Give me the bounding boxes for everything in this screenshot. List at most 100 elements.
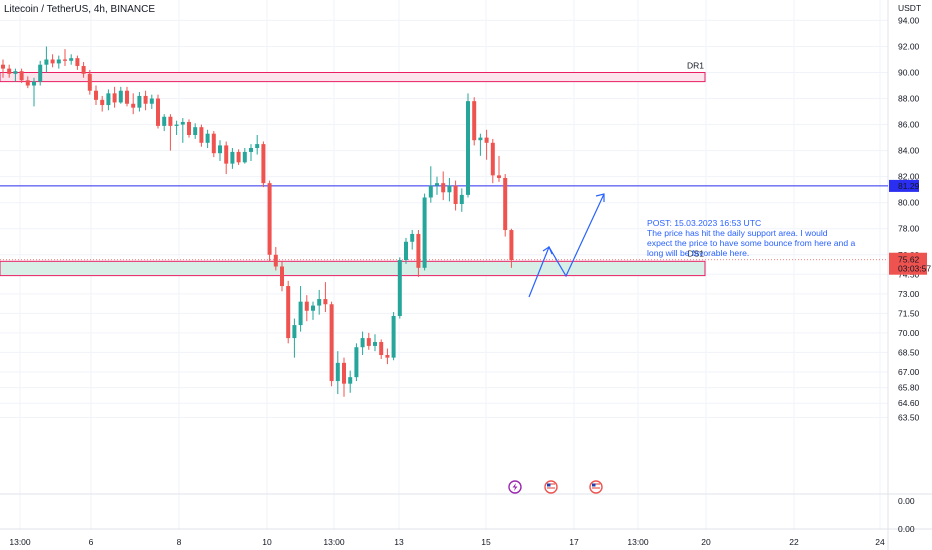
price-axis-tick: 78.00 <box>898 224 920 234</box>
candle <box>385 355 390 358</box>
price-axis-tick: 70.00 <box>898 328 920 338</box>
price-axis-tick: 90.00 <box>898 68 920 78</box>
flag-canton <box>547 483 551 487</box>
candle <box>428 185 433 198</box>
candle <box>174 124 179 126</box>
candle <box>422 197 427 268</box>
candle <box>25 80 30 86</box>
candle <box>131 103 136 108</box>
candle <box>323 299 328 305</box>
candle <box>509 230 514 260</box>
price-axis-tick: 71.50 <box>898 308 920 318</box>
candle <box>391 315 396 358</box>
candle <box>373 342 377 346</box>
projection-arrow[interactable] <box>528 193 605 298</box>
flag-stripe <box>547 485 555 487</box>
candle <box>143 95 148 104</box>
annotation-line: The price has hit the daily support area… <box>647 228 828 238</box>
candle <box>366 338 371 346</box>
candle <box>193 127 198 135</box>
candle <box>118 90 123 103</box>
lightning-icon[interactable] <box>508 480 522 494</box>
time-axis-tick: 22 <box>789 537 799 547</box>
candle <box>7 68 12 74</box>
candle <box>13 71 18 74</box>
level-price-label: 81.29 <box>898 181 920 191</box>
candle <box>75 58 80 66</box>
flag-stripe <box>592 483 600 485</box>
candle <box>156 98 160 126</box>
candle <box>218 145 222 154</box>
flag-canton <box>592 483 596 487</box>
candle <box>379 342 384 356</box>
arrow-head <box>542 246 553 255</box>
drawings-layer <box>508 193 605 494</box>
candle <box>397 259 402 316</box>
support-zone[interactable] <box>0 260 706 277</box>
candle <box>149 98 154 104</box>
candle <box>267 183 272 255</box>
price-axis-tick: 88.00 <box>898 94 920 104</box>
candle <box>224 145 229 164</box>
flag-badge <box>589 480 603 494</box>
candle <box>249 148 253 152</box>
candle <box>162 116 167 126</box>
candle <box>32 81 36 86</box>
candle <box>484 137 489 143</box>
candle <box>199 127 204 143</box>
annotation-note[interactable]: POST: 15.03.2023 16:53 UTC The price has… <box>647 218 877 258</box>
candle <box>56 59 61 64</box>
time-axis-tick: 24 <box>875 537 885 547</box>
resistance-zone-label: DR1 <box>687 61 704 71</box>
candle <box>435 183 439 186</box>
price-axis-tick: 64.60 <box>898 398 920 408</box>
candle <box>261 144 266 184</box>
time-axis-tick: 10 <box>262 537 272 547</box>
candle <box>125 90 129 104</box>
price-axis-tick: 63.50 <box>898 413 920 423</box>
flag-stripe <box>547 487 555 489</box>
annotation-line: expect the price to have some bounce fro… <box>647 238 856 248</box>
price-axis-tick: 92.00 <box>898 41 920 51</box>
candle <box>242 151 247 163</box>
time-axis-tick: 13:00 <box>9 537 31 547</box>
symbol-title[interactable]: Litecoin / TetherUS, 4h, BINANCE <box>4 4 155 15</box>
us-flag-icon[interactable] <box>589 480 603 494</box>
candle <box>211 133 216 154</box>
candle <box>447 185 452 193</box>
flag-stripe <box>592 487 600 489</box>
time-axis-tick: 15 <box>481 537 491 547</box>
lower-pane-tick: 0.00 <box>898 496 915 506</box>
candle <box>137 95 142 108</box>
candle <box>236 151 241 163</box>
candles-layer <box>1 46 514 397</box>
resistance-zone[interactable] <box>0 72 706 83</box>
lower-pane-tick: 0.00 <box>898 524 915 534</box>
candle <box>273 254 278 267</box>
us-flag-icon[interactable] <box>544 480 558 494</box>
flag-stripe <box>592 489 600 491</box>
candle <box>472 101 477 141</box>
candle <box>180 121 185 125</box>
candle <box>453 185 458 205</box>
price-axis-tick: 82.00 <box>898 172 920 182</box>
annotation-line: POST: 15.03.2023 16:53 UTC <box>647 218 762 228</box>
price-axis-tick: 84.00 <box>898 146 920 156</box>
candle <box>441 183 446 193</box>
candle <box>342 362 346 384</box>
arrow-head <box>595 193 605 202</box>
time-axis-tick: 13 <box>394 537 404 547</box>
price-axis-tick: 73.00 <box>898 289 920 299</box>
price-axis-tick: 86.00 <box>898 120 920 130</box>
last-price-label: 75.62 <box>898 255 920 265</box>
price-axis-tick: 80.00 <box>898 198 920 208</box>
price-axis-tick: 67.00 <box>898 367 920 377</box>
candle <box>69 58 74 61</box>
time-axis-tick: 17 <box>569 537 579 547</box>
candle <box>304 301 309 311</box>
candle <box>205 133 210 143</box>
flag-stripe <box>592 485 600 487</box>
axes-layer: USDT94.0092.0090.0088.0086.0084.0082.008… <box>9 3 931 547</box>
time-axis-tick: 13:00 <box>627 537 649 547</box>
